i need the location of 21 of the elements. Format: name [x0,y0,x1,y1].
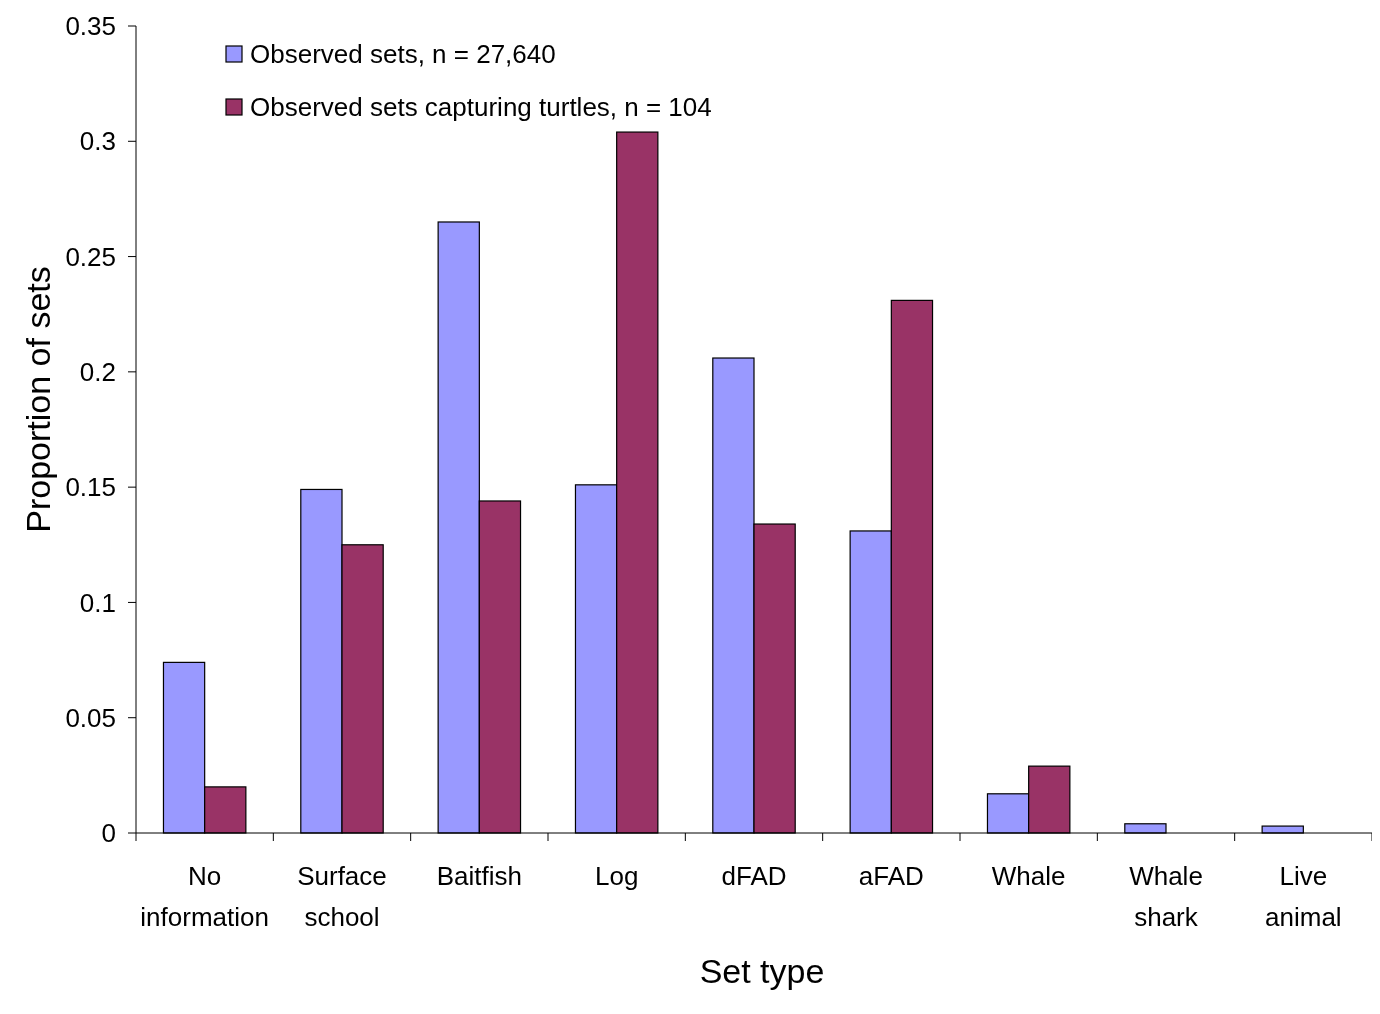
y-tick-label: 0.3 [79,126,116,157]
x-tick-label: Baitfish [436,861,522,891]
x-axis-title: Set type [699,952,825,990]
x-tick-label: Log [594,861,639,891]
x-tick-label: Whale [991,861,1066,891]
y-tick-label: 0.35 [65,11,116,42]
x-tick-label: No information [140,861,269,932]
y-tick-label: 0.05 [65,702,116,733]
y-tick-label: 0.25 [65,241,116,272]
x-tick-label: aFAD [858,861,924,891]
x-tick-label: Whale shark [1129,861,1203,932]
legend-label: Observed sets capturing turtles, n = 104 [250,92,712,123]
x-tick-label: Live animal [1265,861,1342,932]
x-tick-label: Surface school [297,861,387,932]
y-tick-label: 0 [101,818,116,849]
legend-label: Observed sets, n = 27,640 [250,39,556,70]
x-tick-label: dFAD [721,861,787,891]
y-tick-label: 0.15 [65,472,116,503]
y-tick-label: 0.1 [79,587,116,618]
y-tick-label: 0.2 [79,356,116,387]
y-axis-title: Proportion of sets [19,266,57,533]
